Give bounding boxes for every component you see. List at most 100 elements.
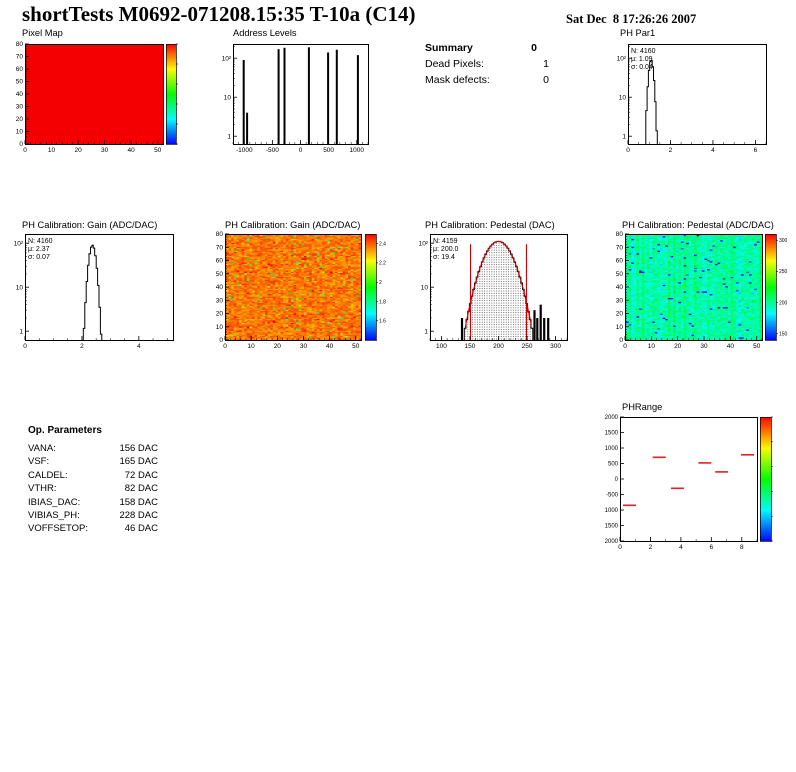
op-param-value: 82 DAC bbox=[124, 483, 158, 495]
svg-text:500: 500 bbox=[608, 462, 619, 468]
svg-text:0: 0 bbox=[219, 337, 223, 344]
svg-text:20: 20 bbox=[616, 311, 624, 318]
pedestal-map-panel: PH Calibration: Pedestal (ADC/DAC) 0 10 20… bbox=[608, 218, 796, 366]
op-param-value: 156 DAC bbox=[119, 443, 158, 454]
svg-text:N: 4159: N: 4159 bbox=[433, 238, 458, 245]
ph-range-plot: 0 2 4 6 8 2000 1500 1000 500 0 -500 1000 1500 2000 bbox=[605, 415, 773, 551]
svg-text:0: 0 bbox=[223, 343, 227, 350]
pedestal-map-plot: 0 10 20 30 40 50 0 10 20 30 40 50 60 70 80 150 200 250 300 bbox=[616, 231, 788, 350]
summary-row-value: 1 bbox=[543, 58, 549, 70]
color-scale-canvas bbox=[760, 417, 771, 541]
pedestal-map-title: PH Calibration: Pedestal (ADC/DAC) bbox=[622, 220, 774, 230]
svg-text:2: 2 bbox=[669, 147, 673, 154]
svg-text:20: 20 bbox=[274, 343, 282, 350]
svg-text:μ: 1.09: μ: 1.09 bbox=[631, 56, 653, 63]
svg-text:50: 50 bbox=[154, 147, 162, 154]
op-param-label: IBIAS_DAC: bbox=[28, 496, 81, 508]
svg-text:500: 500 bbox=[323, 147, 334, 154]
svg-text:300: 300 bbox=[550, 343, 561, 350]
ph-range-title: PHRange bbox=[622, 402, 663, 412]
op-param-label: VANA: bbox=[28, 443, 56, 454]
svg-text:20: 20 bbox=[16, 116, 24, 123]
svg-text:σ: 0.07: σ: 0.07 bbox=[28, 254, 50, 261]
svg-text:0: 0 bbox=[615, 477, 619, 483]
op-parameters-block: Op. Parameters VANA: 156 DAC VSF: 165 DA… bbox=[28, 425, 158, 536]
svg-text:30: 30 bbox=[700, 343, 708, 350]
ph-par1-panel: PH Par1 0 2 4 6 1 10 10² N: 4160 μ: 1.09 σ: 0.04 bbox=[608, 26, 796, 171]
svg-text:300: 300 bbox=[779, 238, 788, 244]
svg-text:10: 10 bbox=[616, 324, 624, 331]
svg-text:50: 50 bbox=[753, 343, 761, 350]
pedestal-map-canvas bbox=[626, 235, 762, 340]
svg-text:10: 10 bbox=[248, 343, 256, 350]
svg-text:50: 50 bbox=[616, 271, 624, 278]
svg-text:30: 30 bbox=[216, 297, 224, 304]
svg-text:0: 0 bbox=[23, 147, 27, 154]
pixel-map-panel: Pixel Map 0 10 20 30 40 50 0 10 20 30 40 50 60 70 80 bbox=[8, 26, 218, 171]
svg-text:0: 0 bbox=[23, 343, 27, 350]
svg-text:10²: 10² bbox=[14, 240, 24, 247]
ph-par1-title: PH Par1 bbox=[620, 28, 656, 38]
svg-text:60: 60 bbox=[616, 258, 624, 265]
pixel-map-title: Pixel Map bbox=[22, 28, 63, 38]
summary-row-label: Dead Pixels: bbox=[425, 58, 484, 70]
address-levels-title: Address Levels bbox=[233, 28, 297, 38]
svg-text:1.6: 1.6 bbox=[379, 319, 386, 325]
svg-text:1: 1 bbox=[227, 133, 231, 140]
summary-block: Summary 0 Dead Pixels: 1 Mask defects: 0 bbox=[425, 40, 549, 88]
svg-text:0: 0 bbox=[619, 337, 623, 344]
op-param-value: 228 DAC bbox=[119, 510, 158, 522]
svg-text:30: 30 bbox=[616, 297, 624, 304]
svg-text:50: 50 bbox=[216, 271, 224, 278]
svg-text:70: 70 bbox=[216, 244, 224, 251]
svg-text:1000: 1000 bbox=[350, 147, 365, 154]
svg-text:30: 30 bbox=[101, 147, 109, 154]
op-param-value: 165 DAC bbox=[119, 456, 158, 468]
color-scale-canvas bbox=[765, 234, 776, 340]
svg-text:2.4: 2.4 bbox=[379, 241, 386, 247]
svg-text:2000: 2000 bbox=[605, 539, 619, 545]
svg-text:10: 10 bbox=[16, 284, 24, 291]
svg-text:6: 6 bbox=[710, 544, 714, 551]
svg-text:80: 80 bbox=[216, 231, 224, 238]
svg-text:100: 100 bbox=[436, 343, 447, 350]
svg-text:σ: 0.04: σ: 0.04 bbox=[631, 64, 653, 71]
svg-text:30: 30 bbox=[300, 343, 308, 350]
svg-text:N: 4160: N: 4160 bbox=[28, 238, 53, 245]
svg-text:0: 0 bbox=[618, 544, 622, 551]
svg-text:0: 0 bbox=[299, 147, 303, 154]
svg-text:20: 20 bbox=[674, 343, 682, 350]
svg-text:0: 0 bbox=[19, 141, 23, 148]
color-scale-canvas bbox=[365, 234, 376, 340]
svg-text:N: 4160: N: 4160 bbox=[631, 48, 656, 55]
svg-text:1500: 1500 bbox=[605, 524, 619, 530]
summary-count: 0 bbox=[531, 42, 537, 54]
svg-text:4: 4 bbox=[137, 343, 141, 350]
svg-text:40: 40 bbox=[326, 343, 334, 350]
address-levels-panel: Address Levels -1000 -500 0 500 1000 1 10 10² bbox=[212, 26, 407, 171]
op-param-label: CALDEL: bbox=[28, 469, 68, 481]
summary-row-label: Mask defects: bbox=[425, 74, 490, 86]
summary-row-value: 0 bbox=[543, 74, 549, 86]
svg-text:-500: -500 bbox=[606, 493, 619, 499]
svg-text:4: 4 bbox=[711, 147, 715, 154]
gain-histogram-title: PH Calibration: Gain (ADC/DAC) bbox=[22, 220, 158, 230]
svg-text:-500: -500 bbox=[266, 147, 279, 154]
svg-text:2000: 2000 bbox=[605, 415, 619, 421]
op-parameters-title: Op. Parameters bbox=[28, 425, 102, 436]
pixel-map-plot: 0 10 20 30 40 50 0 10 20 30 40 50 60 70 80 bbox=[16, 41, 178, 154]
svg-text:40: 40 bbox=[216, 284, 224, 291]
op-param-label: VSF: bbox=[28, 456, 50, 468]
svg-text:10: 10 bbox=[224, 94, 232, 101]
svg-text:1.8: 1.8 bbox=[379, 299, 386, 305]
op-param-label: VTHR: bbox=[28, 483, 57, 495]
svg-text:10: 10 bbox=[16, 129, 24, 136]
svg-text:2: 2 bbox=[379, 280, 382, 286]
op-param-label: VOFFSETOP: bbox=[28, 523, 89, 535]
svg-text:1000: 1000 bbox=[605, 446, 619, 452]
svg-text:1000: 1000 bbox=[605, 508, 619, 514]
pixel-map-canvas bbox=[26, 45, 163, 144]
